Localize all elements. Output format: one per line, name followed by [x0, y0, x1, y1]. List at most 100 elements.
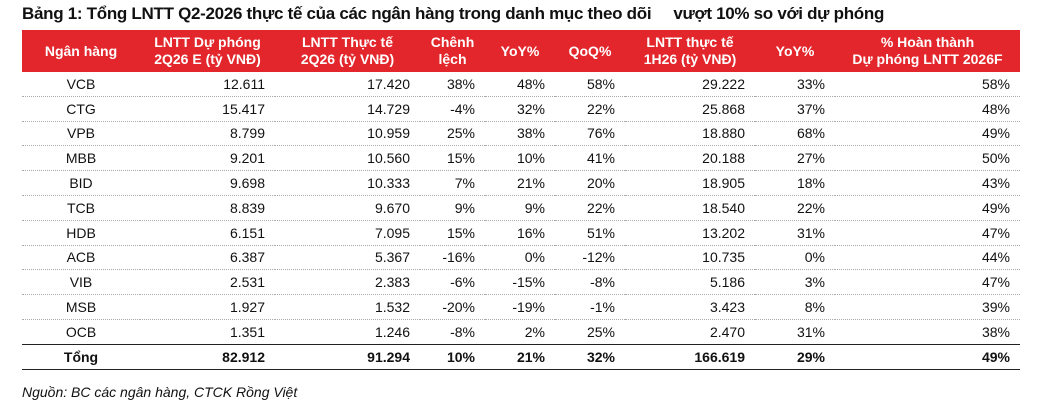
cell: 38%	[420, 72, 485, 97]
header-cell: Ngân hàng	[22, 30, 140, 72]
cell: 13.202	[625, 220, 755, 246]
cell: 5.367	[275, 245, 420, 271]
cell: 2.470	[625, 319, 755, 345]
cell: -19%	[485, 294, 555, 320]
table-row: OCB 1.351 1.246 -8% 2% 25% 2.470 31% 38%	[22, 319, 1020, 345]
cell: 27%	[755, 145, 835, 172]
cell: 3%	[755, 269, 835, 296]
cell: 50%	[835, 145, 1020, 172]
cell: 25.868	[625, 96, 755, 122]
cell: 2.383	[275, 269, 420, 296]
table-row: VCB 12.611 17.420 38% 48% 58% 29.222 33% 58%	[22, 72, 1020, 97]
total-cell: 166.619	[625, 343, 755, 370]
header-cell: LNTT Dự phóng 2Q26 E (tỷ VNĐ)	[140, 30, 275, 72]
table-body: VCB 12.611 17.420 38% 48% 58% 29.222 33% 58% CTG 1…	[22, 72, 1020, 370]
header-cell: YoY%	[755, 30, 835, 72]
cell: 25%	[420, 121, 485, 147]
table-row: HDB 6.151 7.095 15% 16% 51% 13.202 31% 47%	[22, 220, 1020, 246]
bank-name: VIB	[22, 269, 140, 296]
bank-name: ACB	[22, 245, 140, 271]
cell: -4%	[420, 96, 485, 122]
cell: 8%	[755, 294, 835, 320]
cell: 32%	[485, 96, 555, 122]
cell: 7.095	[275, 220, 420, 246]
cell: 29.222	[625, 72, 755, 97]
cell: 49%	[835, 121, 1020, 147]
cell: 47%	[835, 220, 1020, 246]
cell: 20%	[555, 170, 625, 196]
cell: 21%	[485, 170, 555, 196]
table-row: CTG 15.417 14.729 -4% 32% 22% 25.868 37% 48%	[22, 96, 1020, 122]
cell: 5.186	[625, 269, 755, 296]
cell: 76%	[555, 121, 625, 147]
cell: 10%	[485, 145, 555, 172]
cell: 68%	[755, 121, 835, 147]
cell: 15.417	[140, 96, 275, 122]
data-table: Ngân hàng LNTT Dự phóng 2Q26 E (tỷ VNĐ) LN…	[22, 30, 1020, 370]
total-label: Tổng	[22, 343, 140, 370]
cell: 10.735	[625, 245, 755, 271]
bank-name: BID	[22, 170, 140, 196]
cell: 22%	[555, 195, 625, 221]
cell: 0%	[755, 245, 835, 271]
table-row: VPB 8.799 10.959 25% 38% 76% 18.880 68% 49%	[22, 121, 1020, 147]
source-note: Nguồn: BC các ngân hàng, CTCK Rồng Việt	[22, 384, 298, 400]
cell: 7%	[420, 170, 485, 196]
table-row: VIB 2.531 2.383 -6% -15% -8% 5.186 3% 47%	[22, 269, 1020, 296]
cell: 6.387	[140, 245, 275, 271]
header-cell: LNTT thực tế 1H26 (tỷ VNĐ)	[625, 30, 755, 72]
cell: -16%	[420, 245, 485, 271]
cell: 31%	[755, 220, 835, 246]
cell: 41%	[555, 145, 625, 172]
cell: 1.532	[275, 294, 420, 320]
cell: 10.333	[275, 170, 420, 196]
cell: 58%	[555, 72, 625, 97]
cell: 2.531	[140, 269, 275, 296]
cell: 47%	[835, 269, 1020, 296]
cell: 33%	[755, 72, 835, 97]
cell: 49%	[835, 195, 1020, 221]
header-cell: YoY%	[485, 30, 555, 72]
cell: 14.729	[275, 96, 420, 122]
header-cell: QoQ%	[555, 30, 625, 72]
cell: 9%	[420, 195, 485, 221]
bank-name: HDB	[22, 220, 140, 246]
cell: 15%	[420, 145, 485, 172]
total-cell: 29%	[755, 343, 835, 370]
cell: 1.927	[140, 294, 275, 320]
total-cell: 32%	[555, 343, 625, 370]
cell: -1%	[555, 294, 625, 320]
total-cell: 21%	[485, 343, 555, 370]
cell: 22%	[755, 195, 835, 221]
cell: 6.151	[140, 220, 275, 246]
cell: -8%	[555, 269, 625, 296]
bank-name: OCB	[22, 319, 140, 345]
cell: 43%	[835, 170, 1020, 196]
total-cell: 49%	[835, 343, 1020, 370]
table-row: MSB 1.927 1.532 -20% -19% -1% 3.423 8% 39%	[22, 294, 1020, 320]
cell: 3.423	[625, 294, 755, 320]
cell: 25%	[555, 319, 625, 345]
cell: 22%	[555, 96, 625, 122]
cell: 9%	[485, 195, 555, 221]
cell: 15%	[420, 220, 485, 246]
total-cell: 82.912	[140, 343, 275, 370]
table-row: MBB 9.201 10.560 15% 10% 41% 20.188 27% 50%	[22, 145, 1020, 172]
bank-name: MBB	[22, 145, 140, 172]
cell: 1.351	[140, 319, 275, 345]
cell: 10.560	[275, 145, 420, 172]
cell: -20%	[420, 294, 485, 320]
cell: 39%	[835, 294, 1020, 320]
header-row: Ngân hàng LNTT Dự phóng 2Q26 E (tỷ VNĐ) LN…	[22, 30, 1020, 72]
cell: -12%	[555, 245, 625, 271]
cell: 18.880	[625, 121, 755, 147]
table-row: ACB 6.387 5.367 -16% 0% -12% 10.735 0% 44%	[22, 245, 1020, 271]
cell: 2%	[485, 319, 555, 345]
cell: 31%	[755, 319, 835, 345]
cell: 9.670	[275, 195, 420, 221]
cell: 44%	[835, 245, 1020, 271]
cell: 0%	[485, 245, 555, 271]
cell: 48%	[835, 96, 1020, 122]
cell: 10.959	[275, 121, 420, 147]
cell: 58%	[835, 72, 1020, 97]
